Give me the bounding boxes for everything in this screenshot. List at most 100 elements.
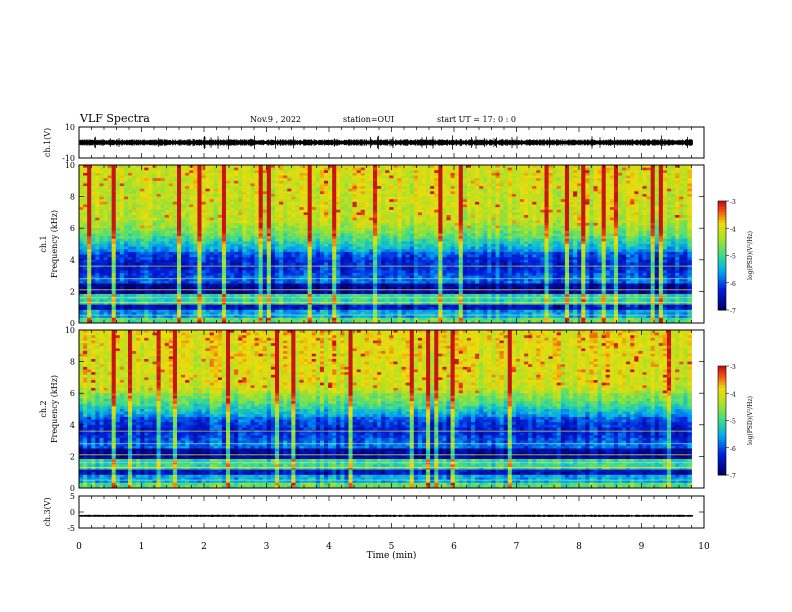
spectrogram-cell: [409, 207, 415, 211]
spectrogram-cell: [328, 204, 333, 208]
spectrogram-cell: [230, 270, 235, 274]
spectrogram-cell: [234, 270, 239, 274]
spectrogram-cell: [160, 233, 166, 237]
spectrogram-cell: [275, 207, 280, 211]
spectrogram-cell: [221, 294, 227, 298]
spectrogram-cell: [283, 251, 288, 255]
spectrogram-cell: [315, 280, 321, 284]
spectrogram-cell: [156, 315, 162, 319]
spectrogram-cell: [389, 183, 394, 187]
spectrogram-cell: [99, 215, 104, 219]
spectrogram-cell: [324, 225, 329, 229]
spectrogram-cell: [99, 188, 104, 192]
spectrogram-cell: [148, 301, 153, 305]
spectrogram-cell: [262, 294, 268, 298]
spectrogram-cell: [393, 196, 398, 200]
spectrogram-cell: [148, 283, 153, 287]
spectrogram-cell: [340, 180, 345, 184]
spectrogram-cell: [144, 183, 149, 187]
spectrogram-cell: [91, 186, 96, 190]
spectrogram-cell: [83, 204, 88, 208]
spectrogram-cell: [156, 249, 162, 253]
spectrogram-cell: [307, 191, 313, 195]
spectrogram-cell: [234, 309, 239, 313]
spectrogram-cell: [79, 304, 84, 308]
spectrogram-cell: [189, 191, 194, 195]
spectrogram-cell: [254, 212, 260, 216]
spectrogram-cell: [352, 275, 358, 279]
spectrogram-cell: [299, 238, 304, 242]
spectrogram-cell: [368, 196, 374, 200]
spectrogram-cell: [270, 304, 276, 308]
spectrogram-cell: [360, 186, 366, 190]
spectrogram-cell: [128, 220, 133, 224]
spectrogram-cell: [226, 236, 231, 240]
spectrogram-cell: [156, 196, 162, 200]
spectrogram-cell: [230, 215, 235, 219]
spectrogram-cell: [103, 183, 108, 187]
spectrogram-cell: [364, 246, 370, 250]
spectrogram-cell: [381, 244, 386, 248]
spectrogram-cell: [83, 301, 88, 305]
spectrogram-cell: [193, 309, 198, 313]
spectrogram-cell: [181, 265, 186, 269]
spectrogram-cell: [230, 207, 235, 211]
spectrogram-cell: [319, 251, 325, 255]
spectrogram-cell: [201, 225, 206, 229]
spectrogram-cell: [266, 196, 272, 200]
spectrogram-cell: [319, 259, 325, 263]
spectrogram-cell: [311, 207, 317, 211]
spectrogram-cell: [230, 249, 235, 253]
spectrogram-cell: [140, 236, 145, 240]
spectrogram-cell: [148, 249, 153, 253]
spectrogram-cell: [279, 275, 284, 279]
spectrogram-cell: [385, 191, 390, 195]
spectrogram-cell: [234, 183, 239, 187]
spectrogram-cell: [181, 228, 186, 232]
spectrogram-cell: [250, 254, 255, 258]
spectrogram-cell: [389, 286, 394, 290]
spectrogram-cell: [115, 301, 121, 305]
spectrogram-cell: [99, 196, 104, 200]
spectrogram-cell: [254, 188, 260, 192]
spectrogram-cell: [250, 215, 255, 219]
spectrogram-cell: [128, 167, 133, 171]
spectrogram-cell: [307, 309, 313, 313]
spectrogram-cell: [270, 191, 276, 195]
spectrogram-cell: [201, 186, 206, 190]
spectrogram-cell: [360, 191, 366, 195]
spectrogram-cell: [258, 188, 264, 192]
spectrogram-cell: [385, 301, 390, 305]
spectrogram-cell: [352, 267, 358, 271]
spectrogram-cell: [238, 230, 243, 234]
spectrogram-cell: [197, 244, 202, 248]
spectrogram-cell: [140, 251, 145, 255]
spectrogram-cell: [291, 249, 296, 253]
spectrogram-cell: [234, 288, 239, 292]
spectrogram-cell: [303, 228, 309, 232]
spectrogram-cell: [226, 307, 231, 311]
spectrogram-cell: [295, 259, 300, 263]
spectrogram-cell: [328, 304, 333, 308]
spectrogram-cell: [83, 228, 88, 232]
spectrogram-cell: [91, 278, 96, 282]
spectrogram-cell: [177, 275, 182, 279]
spectrogram-cell: [164, 209, 170, 213]
spectrogram-cell: [360, 267, 366, 271]
spectrogram-cell: [217, 228, 223, 232]
spectrogram-cell: [234, 228, 239, 232]
spectrogram-cell: [324, 283, 329, 287]
spectrogram-cell: [168, 236, 174, 240]
spectrogram-cell: [315, 199, 321, 203]
spectrogram-cell: [221, 199, 227, 203]
spectrogram-cell: [181, 272, 186, 276]
spectrogram-cell: [234, 320, 239, 324]
spectrogram-cell: [287, 249, 292, 253]
spectrogram-cell: [405, 299, 411, 303]
spectrogram-cell: [262, 246, 268, 250]
spectrogram-cell: [103, 278, 108, 282]
spectrogram-cell: [340, 220, 345, 224]
spectrogram-cell: [160, 317, 166, 321]
spectrogram-cell: [299, 286, 304, 290]
spectrogram-cell: [348, 172, 353, 176]
